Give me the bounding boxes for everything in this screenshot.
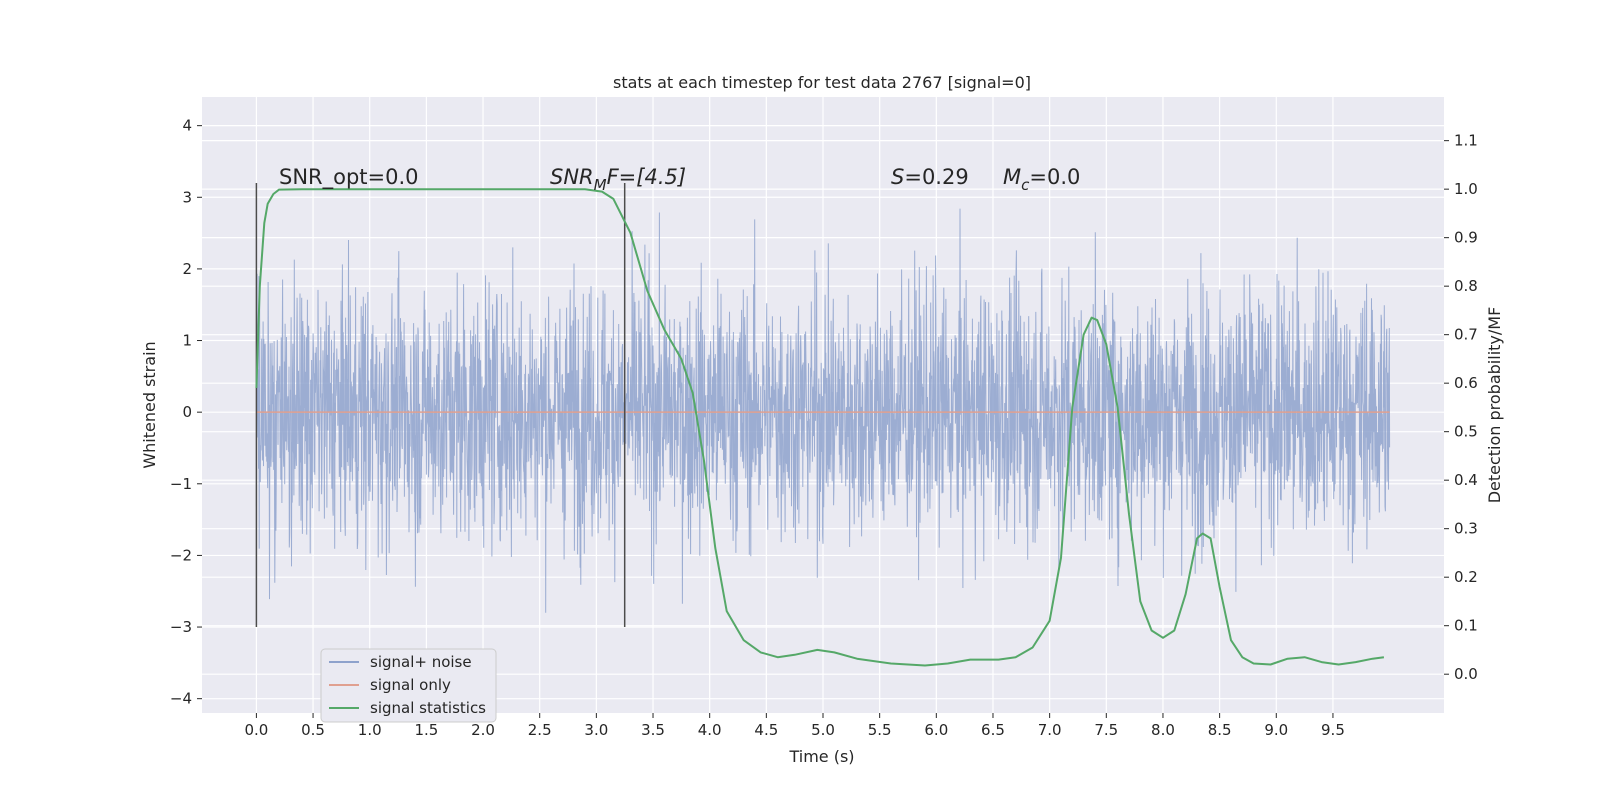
annotation-snr-mf-suffix: F=[4.5]	[607, 165, 686, 189]
x-tick-label: 5.0	[811, 721, 835, 739]
annotation-snr-mf-sub: M	[594, 176, 607, 194]
x-axis-label: Time (s)	[788, 747, 854, 766]
y-right-tick-label: 0.4	[1454, 471, 1478, 489]
y-left-tick-label: 4	[182, 117, 192, 135]
y-right-axis-label: Detection probability/MF	[1485, 307, 1504, 504]
y-left-tick-label: −1	[170, 475, 192, 493]
y-left-tick-label: 0	[182, 403, 192, 421]
y-right-tick-label: 0.7	[1454, 326, 1478, 344]
annotation-mc-value: =0.0	[1029, 165, 1080, 189]
y-right-tick-label: 0.3	[1454, 520, 1478, 538]
y-right-tick-label: 0.8	[1454, 277, 1478, 295]
y-left-tick-label: −2	[170, 546, 192, 564]
x-tick-label: 6.0	[924, 721, 948, 739]
x-tick-label: 5.5	[868, 721, 892, 739]
x-tick-label: 9.0	[1264, 721, 1288, 739]
x-tick-label: 7.5	[1094, 721, 1118, 739]
annotation-s: S=0.29	[891, 165, 969, 189]
x-tick-label: 4.0	[698, 721, 722, 739]
figure: 0.0 0.5 1.0 1.5 2.0 2.5 3.0 3.5 4.0 4.5 5.0 5.5 6.0 6…	[0, 0, 1600, 800]
x-tick-label: 8.5	[1208, 721, 1232, 739]
x-tick-label: 8.0	[1151, 721, 1175, 739]
y-right-tick-label: 1.0	[1454, 180, 1478, 198]
annotation-snr-mf-prefix: SNR	[550, 165, 594, 189]
y-left-ticks: 4 3 2 1 0 −1 −2 −3 −4	[170, 117, 202, 708]
chart-title: stats at each timestep for test data 276…	[613, 73, 1031, 92]
x-tick-label: 0.0	[244, 721, 268, 739]
x-tick-label: 2.5	[528, 721, 552, 739]
x-tick-label: 0.5	[301, 721, 325, 739]
x-tick-label: 3.5	[641, 721, 665, 739]
x-tick-label: 7.0	[1038, 721, 1062, 739]
x-tick-label: 1.5	[414, 721, 438, 739]
y-right-tick-label: 0.1	[1454, 617, 1478, 635]
legend-label-noise: signal+ noise	[370, 653, 472, 671]
y-right-ticks: 1.1 1.0 0.9 0.8 0.7 0.6 0.5 0.4 0.3 0.2 0.1 0.0	[1444, 132, 1478, 684]
y-right-tick-label: 0.6	[1454, 374, 1478, 392]
x-tick-label: 1.0	[358, 721, 382, 739]
x-tick-label: 9.5	[1321, 721, 1345, 739]
x-tick-label: 3.0	[584, 721, 608, 739]
y-right-tick-label: 0.0	[1454, 665, 1478, 683]
y-left-tick-label: 2	[182, 260, 192, 278]
y-left-tick-label: −3	[170, 618, 192, 636]
legend-label-signal: signal only	[370, 676, 451, 694]
x-tick-label: 6.5	[981, 721, 1005, 739]
annotation-snr-opt: SNR_opt=0.0	[279, 165, 419, 190]
y-right-tick-label: 0.9	[1454, 229, 1478, 247]
legend: signal+ noise signal only signal statist…	[321, 649, 496, 722]
annotation-mc-var: M	[1003, 165, 1021, 189]
y-left-tick-label: −4	[170, 690, 192, 708]
y-right-tick-label: 0.5	[1454, 423, 1478, 441]
legend-label-statistics: signal statistics	[370, 699, 486, 717]
x-tick-label: 2.0	[471, 721, 495, 739]
y-left-axis-label: Whitened strain	[140, 341, 159, 468]
y-left-tick-label: 1	[182, 332, 192, 350]
annotation-s-value: =0.29	[904, 165, 968, 189]
x-tick-label: 4.5	[754, 721, 778, 739]
y-right-tick-label: 0.2	[1454, 568, 1478, 586]
annotation-s-var: S	[891, 165, 904, 189]
y-right-tick-label: 1.1	[1454, 132, 1478, 150]
y-left-tick-label: 3	[182, 188, 192, 206]
